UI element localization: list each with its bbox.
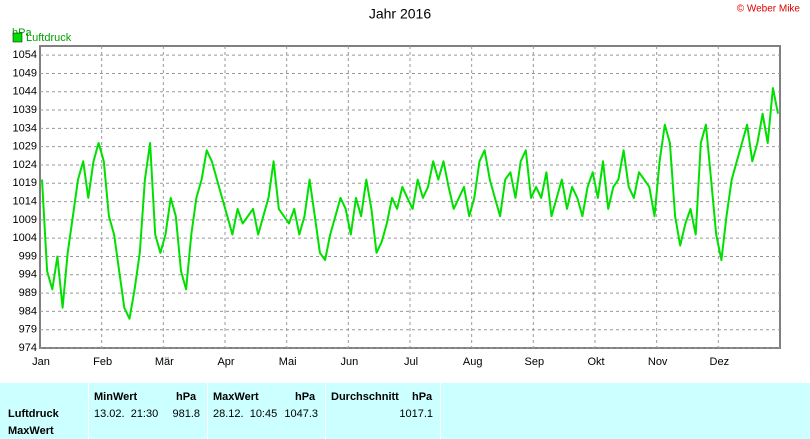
- y-tick-label: 1009: [13, 214, 37, 226]
- row-label: MaxWert: [8, 425, 54, 437]
- y-tick-label: 1049: [13, 67, 37, 79]
- row-label: Luftdruck: [8, 408, 59, 420]
- x-tick-label: Sep: [525, 356, 545, 368]
- x-tick-label: Jun: [340, 356, 358, 368]
- y-tick-label: 974: [19, 342, 37, 354]
- separator: [88, 383, 89, 439]
- x-tick-label: Jul: [404, 356, 418, 368]
- x-tick-label: Feb: [93, 356, 112, 368]
- y-tick-label: 1024: [13, 159, 37, 171]
- column-unit: hPa: [176, 391, 197, 403]
- column-unit: hPa: [295, 391, 316, 403]
- y-tick-label: 999: [19, 250, 37, 262]
- x-tick-label: Aug: [463, 356, 483, 368]
- stats-table: MinWert hPa MaxWert hPa Durchschnitt hPa…: [0, 383, 810, 439]
- cell: 28.12. 10:45: [213, 408, 278, 420]
- legend-swatch: [12, 32, 23, 43]
- y-tick-label: 1044: [13, 86, 37, 98]
- cell: 13.02. 21:30: [94, 408, 159, 420]
- separator: [325, 383, 326, 439]
- column-header: MinWert: [94, 391, 138, 403]
- y-tick-label: 984: [19, 305, 37, 317]
- y-tick-label: 1004: [13, 232, 37, 244]
- x-tick-label: Mai: [279, 356, 297, 368]
- cell: 1017.1: [399, 408, 433, 420]
- y-tick-label: 994: [19, 269, 37, 281]
- y-tick-label: 1039: [13, 104, 37, 116]
- x-tick-label: Dez: [710, 356, 730, 368]
- series-line: [41, 87, 779, 320]
- y-tick-label: 1014: [13, 195, 37, 207]
- x-tick-label: Apr: [217, 356, 234, 368]
- chart-title: Jahr 2016: [369, 6, 431, 22]
- plot: [40, 46, 780, 349]
- separator: [207, 383, 208, 439]
- column-header: Durchschnitt: [331, 391, 399, 403]
- y-tick-label: 1029: [13, 141, 37, 153]
- separator: [440, 383, 441, 439]
- legend-label: Luftdruck: [26, 32, 72, 44]
- y-tick-label: 979: [19, 324, 37, 336]
- column-unit: hPa: [412, 391, 433, 403]
- x-tick-label: Jan: [32, 356, 50, 368]
- y-tick-label: 1054: [13, 49, 37, 61]
- x-tick-label: Mär: [155, 356, 174, 368]
- y-tick-label: 1019: [13, 177, 37, 189]
- cell: 1047.3: [284, 408, 318, 420]
- x-tick-label: Nov: [648, 356, 668, 368]
- chart: Jahr 2016 © Weber Mike hPa 9749799849899…: [12, 4, 801, 368]
- y-tick-label: 1034: [13, 122, 37, 134]
- copyright: © Weber Mike: [737, 4, 801, 15]
- x-tick-label: Okt: [587, 356, 604, 368]
- y-tick-label: 989: [19, 287, 37, 299]
- cell: 981.8: [172, 408, 200, 420]
- column-header: MaxWert: [213, 391, 259, 403]
